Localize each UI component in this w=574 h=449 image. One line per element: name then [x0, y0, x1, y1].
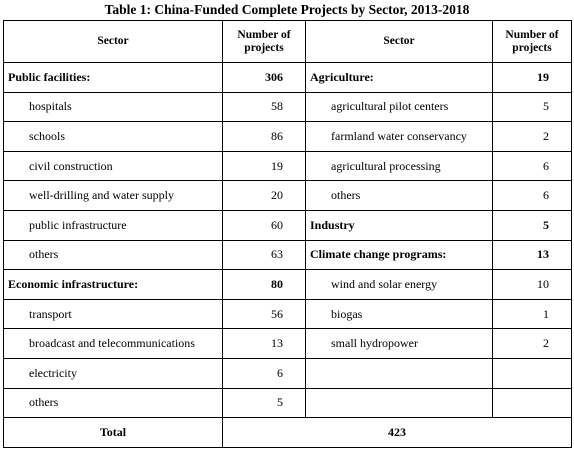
item-count: 63: [222, 239, 306, 271]
item-count: 58: [222, 91, 306, 123]
group-name: Industry: [305, 209, 493, 241]
header-cell: Number of projects: [492, 20, 572, 63]
table-row: civil construction 19 agricultural process…: [3, 150, 572, 182]
table-row: broadcast and telecommunications 13 small …: [3, 328, 572, 359]
table: Sector Number of projects Sector Number …: [3, 20, 572, 448]
item-name: biogas: [305, 298, 493, 330]
item-name: hospitals: [3, 91, 223, 123]
item-count: 19: [222, 150, 306, 182]
total-row: Total 423: [3, 417, 572, 448]
table-row: transport 56 biogas 1: [3, 298, 572, 330]
item-name: farmland water conservancy: [305, 121, 493, 152]
total-label: Total: [3, 417, 223, 448]
item-count: 60: [222, 209, 306, 241]
item-name: wind and solar energy: [305, 269, 493, 300]
item-name: schools: [3, 121, 223, 152]
table-body: Public facilities: 306 Agriculture: 19 hospi…: [3, 62, 572, 448]
item-count: 1: [492, 298, 572, 330]
item-name: others: [305, 180, 493, 211]
group-count: 80: [222, 269, 306, 300]
header-row: Sector Number of projects Sector Number …: [3, 20, 572, 63]
item-count: 6: [222, 357, 306, 389]
table-row: well-drilling and water supply 20 others 6: [3, 180, 572, 211]
item-name: others: [3, 387, 223, 419]
table-row: others 5: [3, 387, 572, 419]
group-name: Agriculture:: [305, 62, 493, 93]
header-cell: Sector: [305, 20, 493, 63]
item-name: public infrastructure: [3, 209, 223, 241]
table-row: public infrastructure 60 Industry 5: [3, 209, 572, 241]
item-count: 86: [222, 121, 306, 152]
empty-cell: [305, 357, 493, 389]
group-name: Climate change programs:: [305, 239, 493, 271]
group-count: 19: [492, 62, 572, 93]
item-name: well-drilling and water supply: [3, 180, 223, 211]
item-name: electricity: [3, 357, 223, 389]
table-row: schools 86 farmland water conservancy 2: [3, 121, 572, 152]
item-count: 56: [222, 298, 306, 330]
item-name: agricultural processing: [305, 150, 493, 182]
header-cell: Sector: [3, 20, 223, 63]
item-count: 5: [492, 91, 572, 123]
empty-cell: [492, 357, 572, 389]
group-name: Public facilities:: [3, 62, 223, 93]
group-count: 5: [492, 209, 572, 241]
empty-cell: [492, 387, 572, 419]
table-row: Economic infrastructure: 80 wind and solar…: [3, 269, 572, 300]
item-count: 6: [492, 150, 572, 182]
item-count: 2: [492, 328, 572, 359]
table-row: hospitals 58 agricultural pilot centers 5: [3, 91, 572, 123]
item-count: 20: [222, 180, 306, 211]
item-name: transport: [3, 298, 223, 330]
item-name: broadcast and telecommunications: [3, 328, 223, 359]
item-name: civil construction: [3, 150, 223, 182]
item-count: 2: [492, 121, 572, 152]
item-name: agricultural pilot centers: [305, 91, 493, 123]
table-title: Table 1: China-Funded Complete Projects …: [104, 2, 470, 17]
table-row: others 63 Climate change programs: 13: [3, 239, 572, 271]
item-count: 10: [492, 269, 572, 300]
item-count: 13: [222, 328, 306, 359]
empty-cell: [305, 387, 493, 419]
item-count: 6: [492, 180, 572, 211]
item-name: others: [3, 239, 223, 271]
total-value: 423: [222, 417, 572, 448]
group-name: Economic infrastructure:: [3, 269, 223, 300]
header-cell: Number of projects: [222, 20, 306, 63]
group-count: 13: [492, 239, 572, 271]
item-count: 5: [222, 387, 306, 419]
table-row: electricity 6: [3, 357, 572, 389]
table-row: Public facilities: 306 Agriculture: 19: [3, 62, 572, 93]
group-count: 306: [222, 62, 306, 93]
item-name: small hydropower: [305, 328, 493, 359]
